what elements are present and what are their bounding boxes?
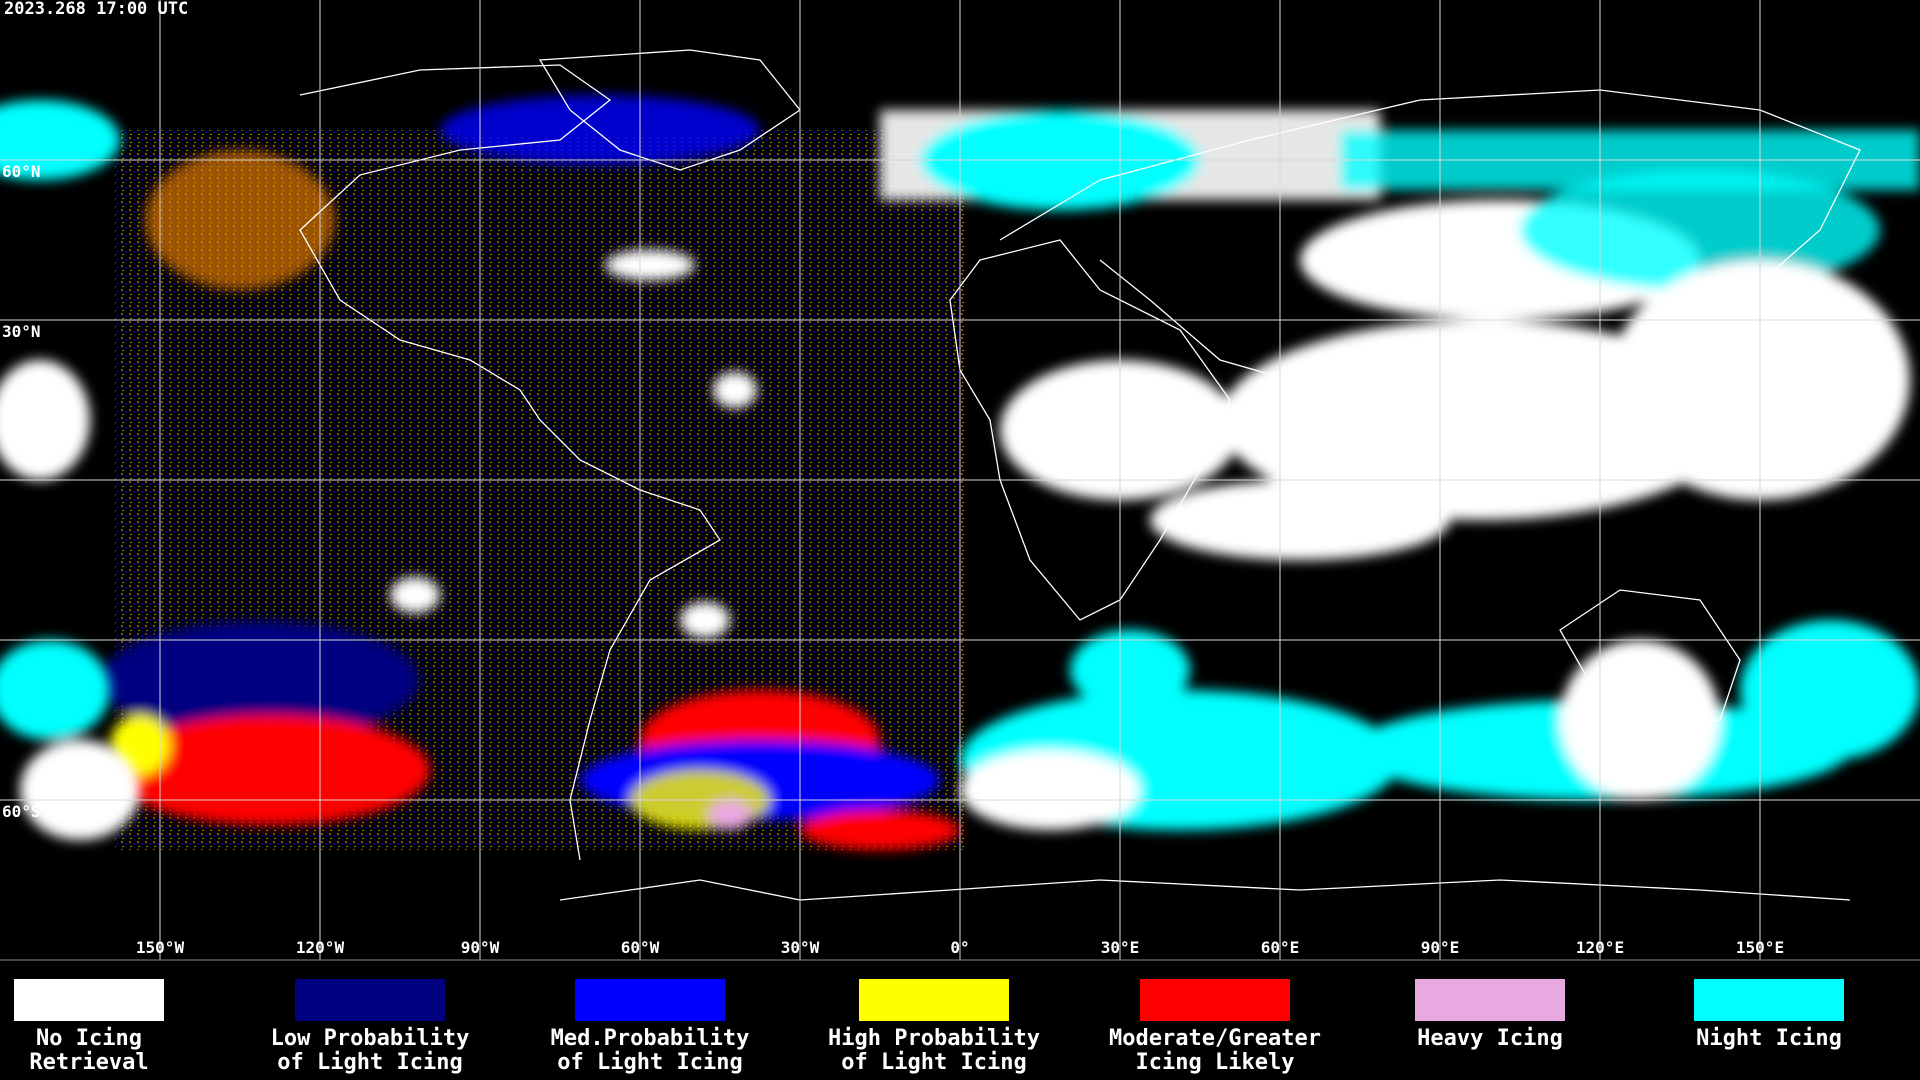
- legend-swatch: [14, 979, 164, 1021]
- legend-label: Low Probability: [271, 1026, 470, 1051]
- longitude-label: 90°W: [461, 938, 500, 957]
- legend-label: of Light Icing: [277, 1050, 462, 1075]
- longitude-label: 150°W: [136, 938, 185, 957]
- legend-label: Med.Probability: [551, 1026, 750, 1051]
- coordinate-labels: 150°W 120°W 90°W 60°W 30°W 0° 30°E 60°E 90°E 120°…: [2, 162, 1784, 957]
- legend-label: Icing Likely: [1136, 1050, 1295, 1075]
- legend-swatch: [1140, 979, 1290, 1021]
- legend-swatch: [1694, 979, 1844, 1021]
- legend-swatch: [1415, 979, 1565, 1021]
- latitude-label: 30°N: [2, 322, 41, 341]
- legend-swatch: [575, 979, 725, 1021]
- longitude-label: 120°W: [296, 938, 345, 957]
- longitude-label: 120°E: [1576, 938, 1624, 957]
- longitude-label: 30°E: [1101, 938, 1140, 957]
- legend-label: Heavy Icing: [1417, 1026, 1563, 1051]
- longitude-label: 60°E: [1261, 938, 1300, 957]
- legend-label: Night Icing: [1696, 1026, 1842, 1051]
- legend-label: High Probability: [828, 1026, 1040, 1051]
- longitude-label: 30°W: [781, 938, 820, 957]
- legend-swatch: [295, 979, 445, 1021]
- longitude-label: 60°W: [621, 938, 660, 957]
- longitude-label: 90°E: [1421, 938, 1460, 957]
- latitude-label: 60°S: [2, 802, 41, 821]
- timestamp: 2023.268 17:00 UTC: [4, 0, 188, 19]
- legend-label: of Light Icing: [841, 1050, 1026, 1075]
- longitude-label: 0°: [950, 938, 969, 957]
- graticule: [0, 0, 1920, 960]
- legend-label: Retrieval: [29, 1050, 148, 1075]
- longitude-label: 150°E: [1736, 938, 1784, 957]
- legend-label: of Light Icing: [557, 1050, 742, 1075]
- legend-label: No Icing: [36, 1026, 142, 1051]
- legend-swatch: [859, 979, 1009, 1021]
- legend-label: Moderate/Greater: [1109, 1026, 1321, 1051]
- latitude-label: 60°N: [2, 162, 41, 181]
